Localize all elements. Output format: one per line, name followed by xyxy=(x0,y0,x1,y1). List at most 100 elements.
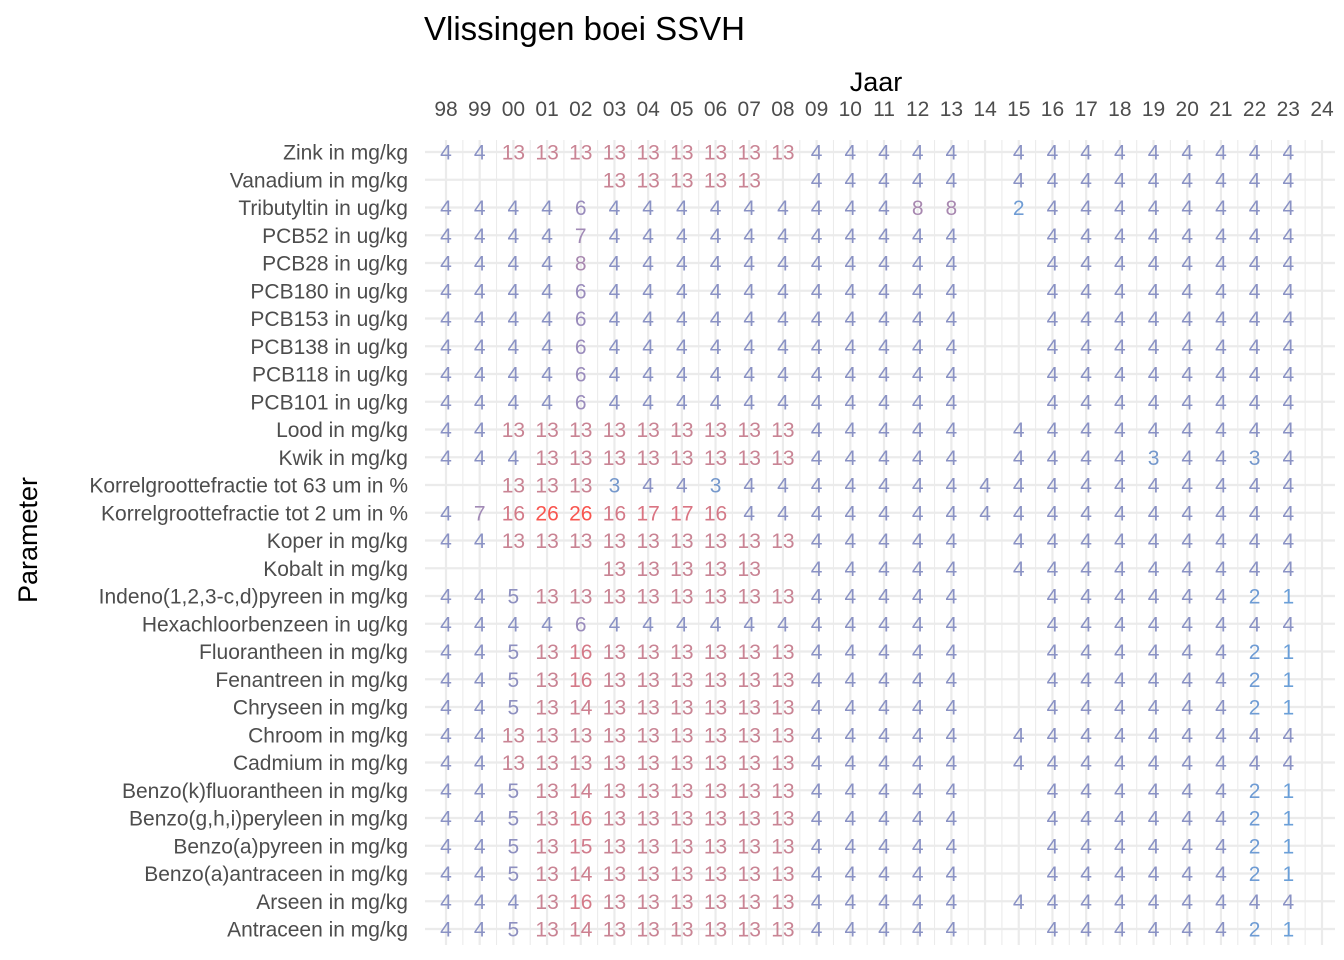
cell-value-label: 4 xyxy=(1013,142,1025,165)
cell-value-label: 4 xyxy=(844,641,856,664)
cell-value-label: 4 xyxy=(609,308,621,331)
cell-value-label: 4 xyxy=(609,280,621,303)
cell-value-label: 4 xyxy=(474,780,486,803)
cell-value-label: 2 xyxy=(1249,835,1261,858)
cell-value-label: 4 xyxy=(1114,919,1126,942)
cell-value-label: 4 xyxy=(1215,169,1227,192)
cell-value-label: 4 xyxy=(844,558,856,581)
cell-value-label: 13 xyxy=(569,752,592,775)
y-tick-label: Zink in mg/kg xyxy=(283,142,408,165)
cell-value-label: 4 xyxy=(440,697,452,720)
cell-value-label: 4 xyxy=(1148,336,1160,359)
cell-value-label: 16 xyxy=(502,502,525,525)
cell-value-label: 4 xyxy=(777,253,789,276)
cell-value-label: 4 xyxy=(1013,558,1025,581)
y-tick-label: Chroom in mg/kg xyxy=(248,724,408,747)
cell-value-label: 4 xyxy=(440,669,452,692)
cell-value-label: 4 xyxy=(844,891,856,914)
y-tick-label: Hexachloorbenzeen in ug/kg xyxy=(142,613,408,636)
cell-value-label: 4 xyxy=(541,253,553,276)
cell-value-label: 4 xyxy=(777,475,789,498)
cell-value-label: 13 xyxy=(771,919,794,942)
cell-value-label: 13 xyxy=(670,142,693,165)
cell-value-label: 4 xyxy=(1148,391,1160,414)
cell-value-label: 13 xyxy=(704,697,727,720)
cell-value-label: 4 xyxy=(743,225,755,248)
cell-value-label: 4 xyxy=(1047,336,1059,359)
cell-value-label: 13 xyxy=(535,724,558,747)
cell-value-label: 4 xyxy=(844,752,856,775)
cell-value-label: 4 xyxy=(1148,780,1160,803)
cell-value-label: 4 xyxy=(1047,419,1059,442)
cell-value-label: 13 xyxy=(738,835,761,858)
cell-value-label: 4 xyxy=(844,308,856,331)
cell-value-label: 13 xyxy=(771,530,794,553)
cell-value-label: 13 xyxy=(502,419,525,442)
cell-value-label: 4 xyxy=(1114,447,1126,470)
cell-value-label: 13 xyxy=(704,891,727,914)
cell-value-label: 4 xyxy=(1215,641,1227,664)
cell-value-label: 4 xyxy=(474,586,486,609)
cell-value-label: 4 xyxy=(1181,308,1193,331)
cell-value-label: 13 xyxy=(603,697,626,720)
cell-value-label: 4 xyxy=(946,475,958,498)
cell-value-label: 4 xyxy=(474,280,486,303)
cell-value-label: 4 xyxy=(946,780,958,803)
cell-value-label: 4 xyxy=(1047,863,1059,886)
cell-value-label: 4 xyxy=(946,613,958,636)
cell-value-label: 4 xyxy=(508,364,520,387)
cell-value-label: 4 xyxy=(440,225,452,248)
cell-value-label: 13 xyxy=(738,669,761,692)
cell-value-label: 4 xyxy=(912,475,924,498)
y-tick-label: Chryseen in mg/kg xyxy=(233,697,408,720)
cell-value-label: 4 xyxy=(1114,253,1126,276)
cell-value-label: 4 xyxy=(912,391,924,414)
cell-value-label: 4 xyxy=(1114,835,1126,858)
cell-value-label: 4 xyxy=(912,142,924,165)
cell-value-label: 4 xyxy=(1013,169,1025,192)
cell-value-label: 13 xyxy=(569,142,592,165)
cell-value-label: 4 xyxy=(946,586,958,609)
cell-value-label: 4 xyxy=(1047,253,1059,276)
cell-value-label: 4 xyxy=(912,530,924,553)
cell-value-label: 4 xyxy=(440,613,452,636)
cell-value-label: 13 xyxy=(738,447,761,470)
cell-value-label: 13 xyxy=(603,142,626,165)
cell-value-label: 14 xyxy=(569,919,593,942)
cell-value-label: 4 xyxy=(1013,530,1025,553)
cell-value-label: 4 xyxy=(1249,502,1261,525)
cell-value-label: 4 xyxy=(1249,475,1261,498)
cell-value-label: 4 xyxy=(440,919,452,942)
cell-value-label: 13 xyxy=(738,919,761,942)
cell-value-label: 4 xyxy=(1047,724,1059,747)
cell-value-label: 4 xyxy=(878,475,890,498)
cell-value-label: 4 xyxy=(878,391,890,414)
cell-value-label: 16 xyxy=(569,641,592,664)
cell-value-label: 4 xyxy=(642,364,654,387)
cell-value-label: 4 xyxy=(440,336,452,359)
cell-value-label: 4 xyxy=(541,336,553,359)
cell-value-label: 4 xyxy=(1114,502,1126,525)
cell-value-label: 4 xyxy=(844,197,856,220)
cell-value-label: 4 xyxy=(1148,697,1160,720)
cell-value-label: 8 xyxy=(912,197,924,220)
cell-value-label: 4 xyxy=(844,669,856,692)
cell-value-label: 4 xyxy=(710,225,722,248)
cell-value-label: 4 xyxy=(1148,808,1160,831)
cell-value-label: 4 xyxy=(676,225,688,248)
cell-value-label: 4 xyxy=(508,280,520,303)
cell-value-label: 4 xyxy=(912,558,924,581)
cell-value-label: 26 xyxy=(535,502,558,525)
cell-value-label: 4 xyxy=(474,364,486,387)
cell-value-label: 4 xyxy=(1080,253,1092,276)
cell-value-label: 13 xyxy=(603,558,626,581)
cell-value-label: 4 xyxy=(1249,280,1261,303)
cell-value-label: 4 xyxy=(1215,586,1227,609)
cell-value-label: 4 xyxy=(1249,197,1261,220)
cell-value-label: 4 xyxy=(1181,253,1193,276)
cell-value-label: 4 xyxy=(1080,391,1092,414)
cell-value-label: 4 xyxy=(676,197,688,220)
cell-value-label: 4 xyxy=(1080,835,1092,858)
cell-value-label: 13 xyxy=(670,808,693,831)
